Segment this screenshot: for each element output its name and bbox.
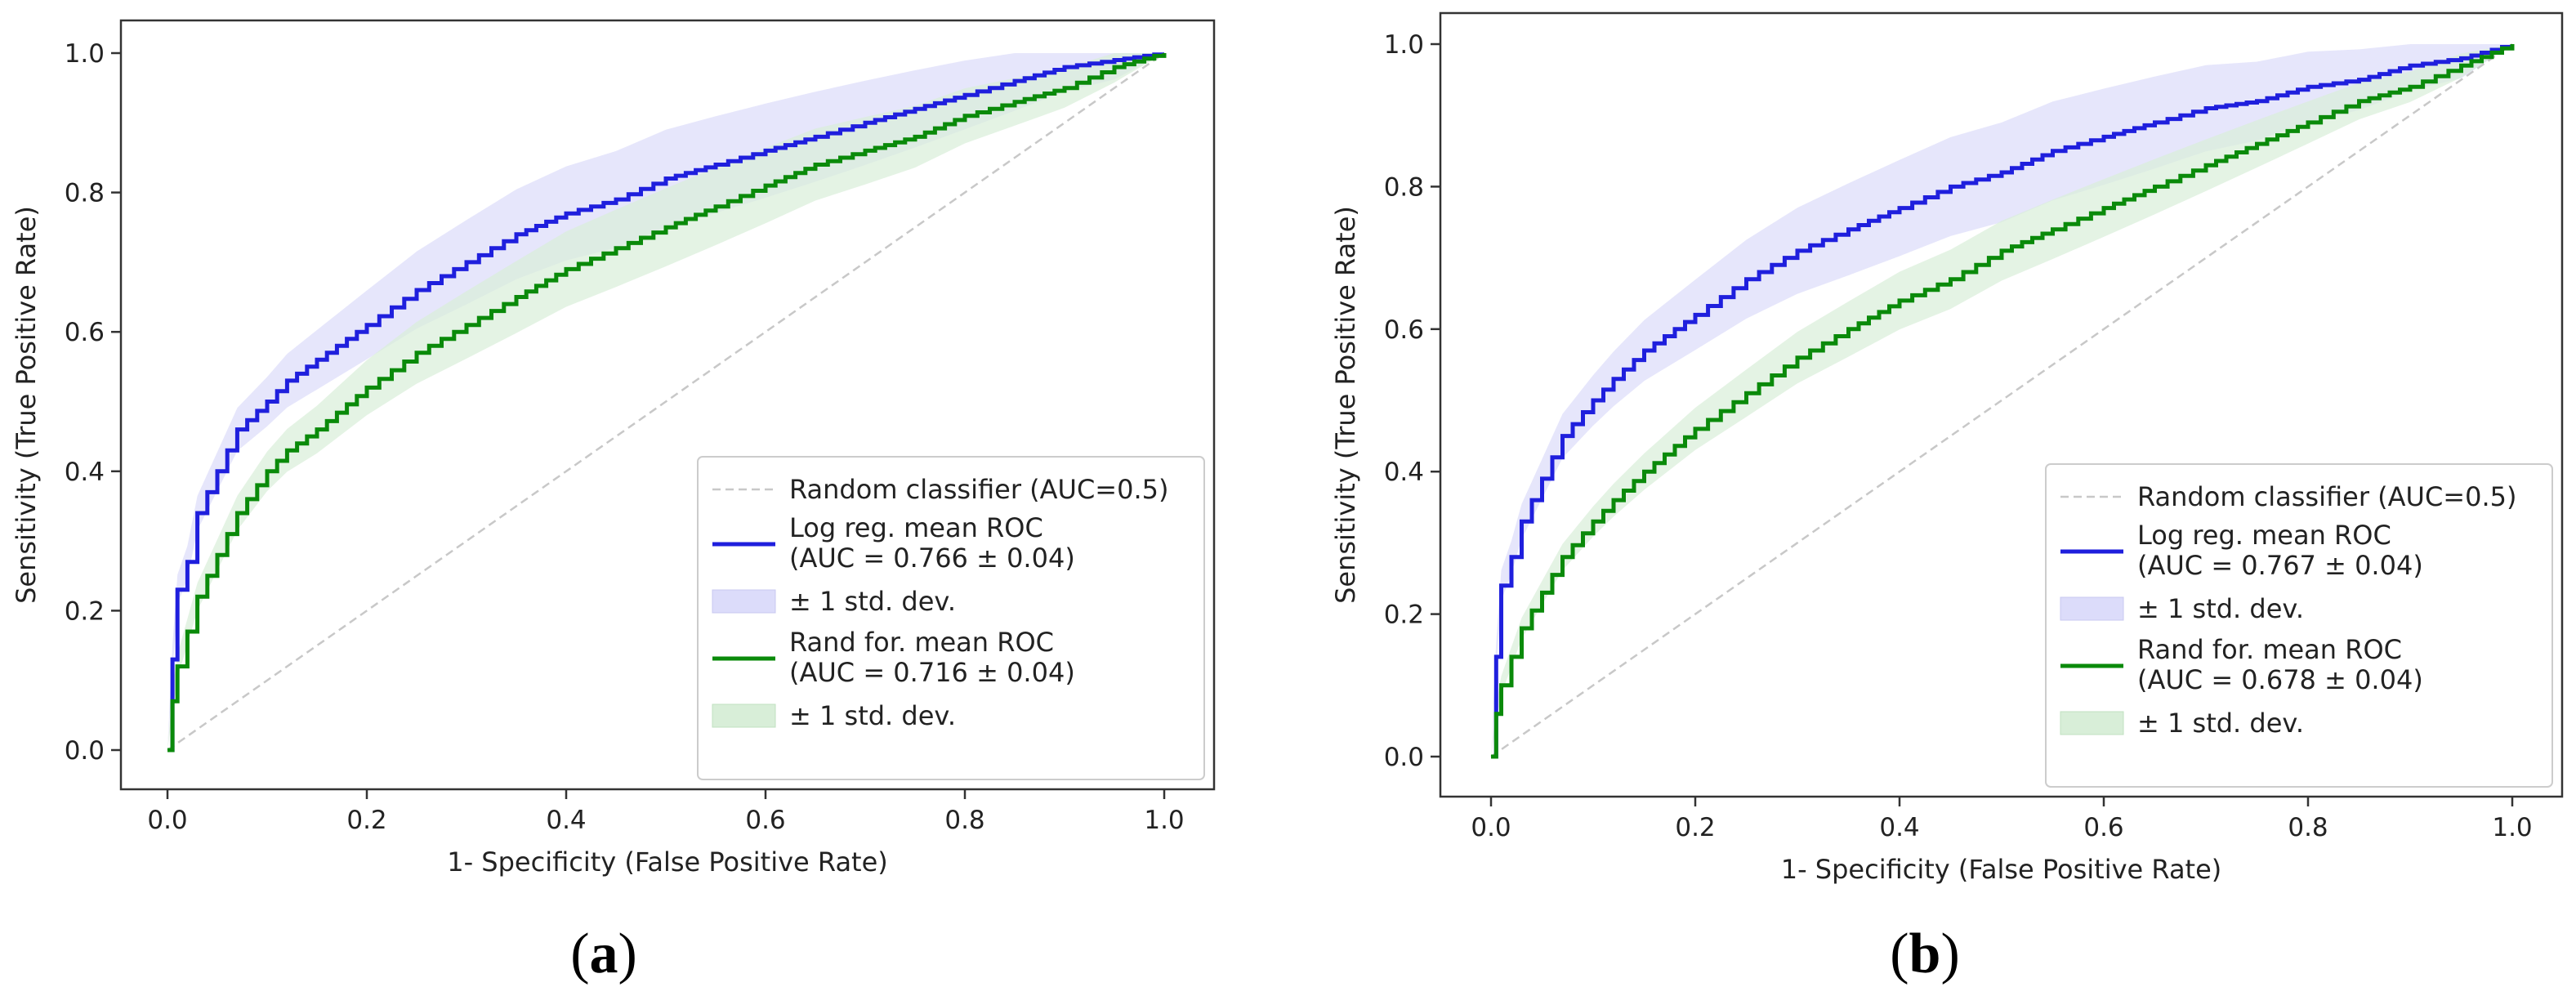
panel-b-y-tick-label: 0.4 bbox=[1384, 458, 1424, 487]
panel-b-x-tick-label: 0.6 bbox=[2083, 813, 2123, 842]
panel-a-legend-rand-for-band-swatch bbox=[712, 703, 776, 728]
panel-b-legend-rand-for-band: ± 1 std. dev. bbox=[2137, 708, 2304, 739]
panel-b-x-ticks: 0.0 0.2 0.4 0.6 0.8 1.0 bbox=[1471, 797, 2533, 842]
panel-a-y-tick-label: 0.0 bbox=[65, 736, 105, 766]
panel-b-x-tick-label: 0.2 bbox=[1675, 813, 1715, 842]
chart-panel-a: 0.0 0.2 0.4 0.6 0.8 1.0 0.0 0.2 0.4 0.6 0.8 1.0 1-… bbox=[11, 19, 1216, 985]
panel-a-legend-log-reg-band-swatch bbox=[712, 589, 776, 614]
panel-a-y-axis-label: Sensitivity (True Positive Rate) bbox=[11, 206, 42, 604]
panel-a-x-tick-label: 1.0 bbox=[1144, 806, 1184, 835]
panel-b-y-ticks: 0.0 0.2 0.4 0.6 0.8 1.0 bbox=[1384, 30, 1440, 772]
panel-b-x-tick-label: 0.4 bbox=[1879, 813, 1919, 842]
panel-a-legend-rand-for-name: Rand for. mean ROC bbox=[789, 627, 1054, 658]
panel-b-y-axis-label: Sensitivity (True Positive Rate) bbox=[1330, 206, 1361, 604]
panel-b-legend-rand-for-band-swatch bbox=[2060, 711, 2124, 735]
panel-a-bands bbox=[167, 53, 1164, 750]
panel-a-legend: Random classifier (AUC=0.5) Log reg. mea… bbox=[697, 456, 1205, 780]
panel-a-random-classifier-line bbox=[167, 51, 1165, 752]
panel-b-y-tick-label: 1.0 bbox=[1384, 30, 1424, 60]
panel-b-random-classifier-line bbox=[1490, 42, 2513, 758]
panel-b-legend-log-reg-band-swatch bbox=[2060, 596, 2124, 621]
panel-b-lines bbox=[1490, 42, 2515, 759]
panel-a-x-tick-label: 0.4 bbox=[546, 806, 586, 835]
panel-a-legend-rand-for-band: ± 1 std. dev. bbox=[789, 700, 956, 731]
panel-a-y-tick-label: 0.8 bbox=[65, 179, 105, 208]
panel-b-x-tick-label: 1.0 bbox=[2492, 813, 2532, 842]
panel-a-y-tick-label: 0.4 bbox=[65, 458, 105, 487]
panel-b-y-tick-label: 0.2 bbox=[1384, 601, 1424, 630]
panel-b-x-tick-label: 0.8 bbox=[2288, 813, 2328, 842]
panel-b-y-tick-label: 0.6 bbox=[1384, 315, 1424, 345]
panel-b-rand-for-mean-roc-line bbox=[1491, 44, 2515, 759]
panel-a-x-tick-label: 0.6 bbox=[745, 806, 785, 835]
panel-a-lines bbox=[167, 51, 1167, 753]
panel-a-log-reg-mean-roc-line bbox=[167, 52, 1167, 753]
panel-a-frame bbox=[119, 19, 1216, 791]
panel-a-label: (a) bbox=[570, 922, 637, 985]
panel-b-legend-log-reg-auc: (AUC = 0.767 ± 0.04) bbox=[2137, 550, 2423, 581]
panel-a-y-ticks: 0.0 0.2 0.4 0.6 0.8 1.0 bbox=[65, 39, 121, 766]
panel-b-frame bbox=[1439, 11, 2564, 798]
panel-a-legend-rand-for-auc: (AUC = 0.716 ± 0.04) bbox=[789, 657, 1075, 688]
panel-b-y-tick-label: 0.8 bbox=[1384, 172, 1424, 202]
panel-a-y-tick-label: 1.0 bbox=[65, 39, 105, 69]
panel-b-log-reg-std-band bbox=[1491, 44, 2512, 757]
panel-b-label: (b) bbox=[1890, 922, 1960, 985]
panel-b-x-axis-label: 1- Specificity (False Positive Rate) bbox=[1781, 854, 2222, 885]
panel-a-x-tick-label: 0.8 bbox=[944, 806, 984, 835]
panel-a-legend-box bbox=[697, 456, 1205, 780]
panel-a-y-tick-label: 0.2 bbox=[65, 596, 105, 626]
panel-b-bands bbox=[1491, 44, 2512, 757]
chart-panel-b: 0.0 0.2 0.4 0.6 0.8 1.0 0.0 0.2 0.4 0.6 0.8 1.0 1-… bbox=[1330, 11, 2564, 985]
panel-b-log-reg-mean-roc-line bbox=[1491, 44, 2515, 759]
panel-a-rand-for-std-band bbox=[167, 53, 1164, 750]
panel-b-legend-rand-for-name: Rand for. mean ROC bbox=[2137, 634, 2402, 665]
panel-b-legend-rand-for-auc: (AUC = 0.678 ± 0.04) bbox=[2137, 664, 2423, 695]
panel-b-legend: Random classifier (AUC=0.5) Log reg. mea… bbox=[2045, 463, 2553, 788]
panel-b-legend-box bbox=[2045, 463, 2553, 788]
panel-a-x-axis-label: 1- Specificity (False Positive Rate) bbox=[447, 846, 888, 878]
panel-b-legend-log-reg-name: Log reg. mean ROC bbox=[2137, 520, 2391, 551]
panel-a-x-tick-label: 0.2 bbox=[346, 806, 386, 835]
panel-a-y-tick-label: 0.6 bbox=[65, 318, 105, 347]
panel-a-legend-log-reg-name: Log reg. mean ROC bbox=[789, 512, 1043, 543]
panel-b-legend-log-reg-band: ± 1 std. dev. bbox=[2137, 593, 2304, 624]
panel-b-legend-random: Random classifier (AUC=0.5) bbox=[2137, 481, 2516, 512]
panel-b-x-tick-label: 0.0 bbox=[1471, 813, 1511, 842]
panel-b-y-tick-label: 0.0 bbox=[1384, 743, 1424, 772]
panel-a-x-ticks: 0.0 0.2 0.4 0.6 0.8 1.0 bbox=[147, 789, 1185, 835]
panel-a-legend-log-reg-band: ± 1 std. dev. bbox=[789, 586, 956, 617]
panel-a-legend-random: Random classifier (AUC=0.5) bbox=[789, 474, 1168, 505]
panel-a-rand-for-mean-roc-line bbox=[167, 53, 1167, 753]
panel-a-legend-log-reg-auc: (AUC = 0.766 ± 0.04) bbox=[789, 543, 1075, 574]
panel-a-x-tick-label: 0.0 bbox=[147, 806, 187, 835]
